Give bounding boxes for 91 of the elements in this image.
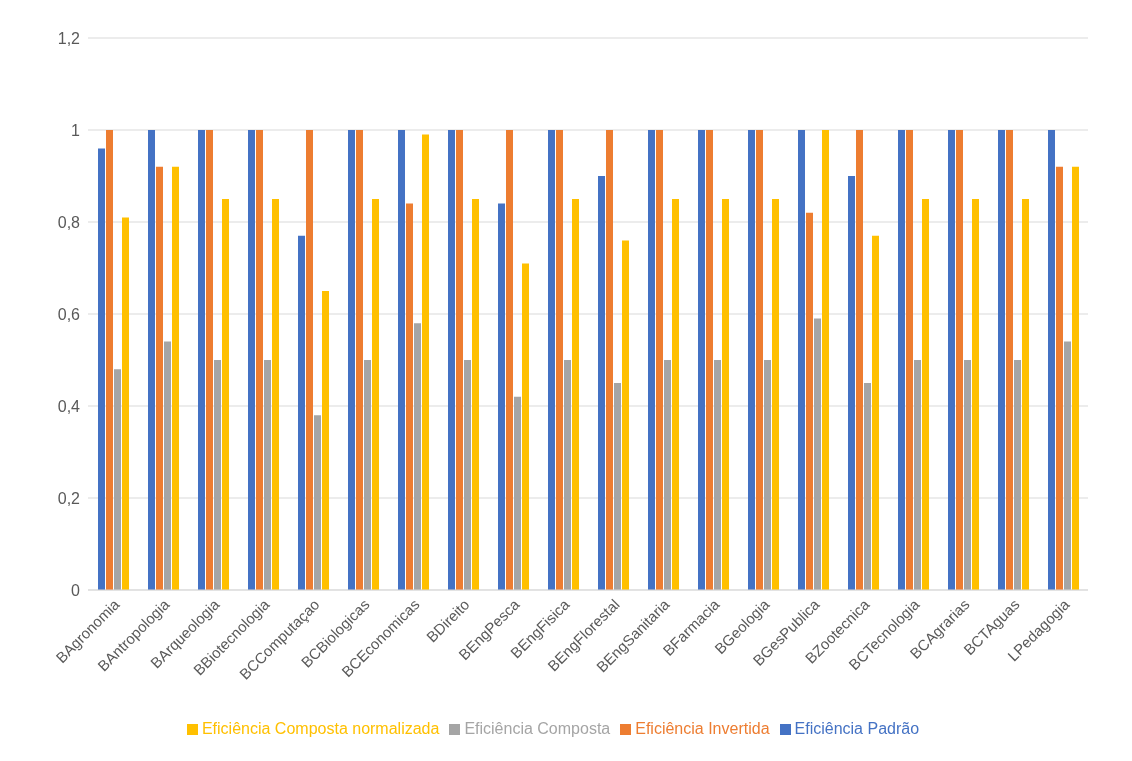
bar	[906, 130, 913, 590]
bar	[1072, 166, 1079, 590]
bar	[272, 199, 279, 590]
bar	[456, 130, 463, 590]
bar	[914, 360, 921, 590]
legend-label: Eficiência Composta normalizada	[201, 720, 440, 737]
bar	[314, 415, 321, 590]
y-tick-label: 0,2	[57, 489, 81, 507]
y-tick-label: 1,2	[57, 29, 81, 47]
bar	[372, 199, 379, 590]
bar	[822, 130, 829, 590]
y-tick-label: 0,4	[57, 397, 81, 415]
bar	[572, 199, 579, 590]
y-tick-label: 0,8	[57, 213, 81, 231]
bar	[756, 130, 763, 590]
bar	[948, 130, 955, 590]
bar	[114, 369, 121, 590]
bar	[98, 148, 105, 590]
bar	[714, 360, 721, 590]
bar	[122, 217, 129, 590]
bar	[264, 360, 271, 590]
bar	[156, 166, 163, 590]
bar	[464, 360, 471, 590]
bar	[814, 318, 821, 590]
bar	[348, 130, 355, 590]
bar	[772, 199, 779, 590]
bar	[198, 130, 205, 590]
bar	[656, 130, 663, 590]
bar	[364, 360, 371, 590]
bar	[556, 130, 563, 590]
bar	[422, 134, 429, 590]
bar	[322, 291, 329, 590]
bar	[522, 263, 529, 590]
bar	[106, 130, 113, 590]
bar	[1064, 341, 1071, 590]
bar	[222, 199, 229, 590]
bar	[298, 235, 305, 590]
bar	[1014, 360, 1021, 590]
bar	[398, 130, 405, 590]
bar	[472, 199, 479, 590]
bar	[664, 360, 671, 590]
bar	[506, 130, 513, 590]
bar	[964, 360, 971, 590]
bar	[514, 396, 521, 590]
bar	[356, 130, 363, 590]
legend-label: Eficiência Invertida	[635, 720, 770, 737]
bar	[748, 130, 755, 590]
bar	[764, 360, 771, 590]
bar	[698, 130, 705, 590]
y-tick-label: 1	[71, 121, 81, 139]
bar	[564, 360, 571, 590]
bar	[972, 199, 979, 590]
y-tick-label: 0	[71, 581, 81, 599]
bar	[498, 203, 505, 590]
bar	[148, 130, 155, 590]
bar	[798, 130, 805, 590]
bar	[1048, 130, 1055, 590]
bar	[722, 199, 729, 590]
legend-label: Eficiência Composta	[464, 720, 611, 737]
bar	[956, 130, 963, 590]
bar	[614, 383, 621, 590]
bar	[414, 323, 421, 590]
bar	[1022, 199, 1029, 590]
bar	[706, 130, 713, 590]
bar	[306, 130, 313, 590]
bar	[1006, 130, 1013, 590]
y-tick-label: 0,6	[57, 305, 81, 323]
bar	[548, 130, 555, 590]
bar	[256, 130, 263, 590]
bar	[214, 360, 221, 590]
bar	[606, 130, 613, 590]
bar	[922, 199, 929, 590]
bar	[406, 203, 413, 590]
bar	[864, 383, 871, 590]
bar	[598, 176, 605, 590]
bar	[622, 240, 629, 590]
bar	[872, 235, 879, 590]
bar	[898, 130, 905, 590]
bar	[648, 130, 655, 590]
bar	[856, 130, 863, 590]
bar	[448, 130, 455, 590]
bar	[206, 130, 213, 590]
bar	[248, 130, 255, 590]
bar	[1056, 166, 1063, 590]
bar	[806, 212, 813, 590]
bar	[172, 166, 179, 590]
bar	[998, 130, 1005, 590]
bar	[164, 341, 171, 590]
bar	[672, 199, 679, 590]
legend-label: Eficiência Padrão	[794, 720, 920, 737]
bar	[848, 176, 855, 590]
